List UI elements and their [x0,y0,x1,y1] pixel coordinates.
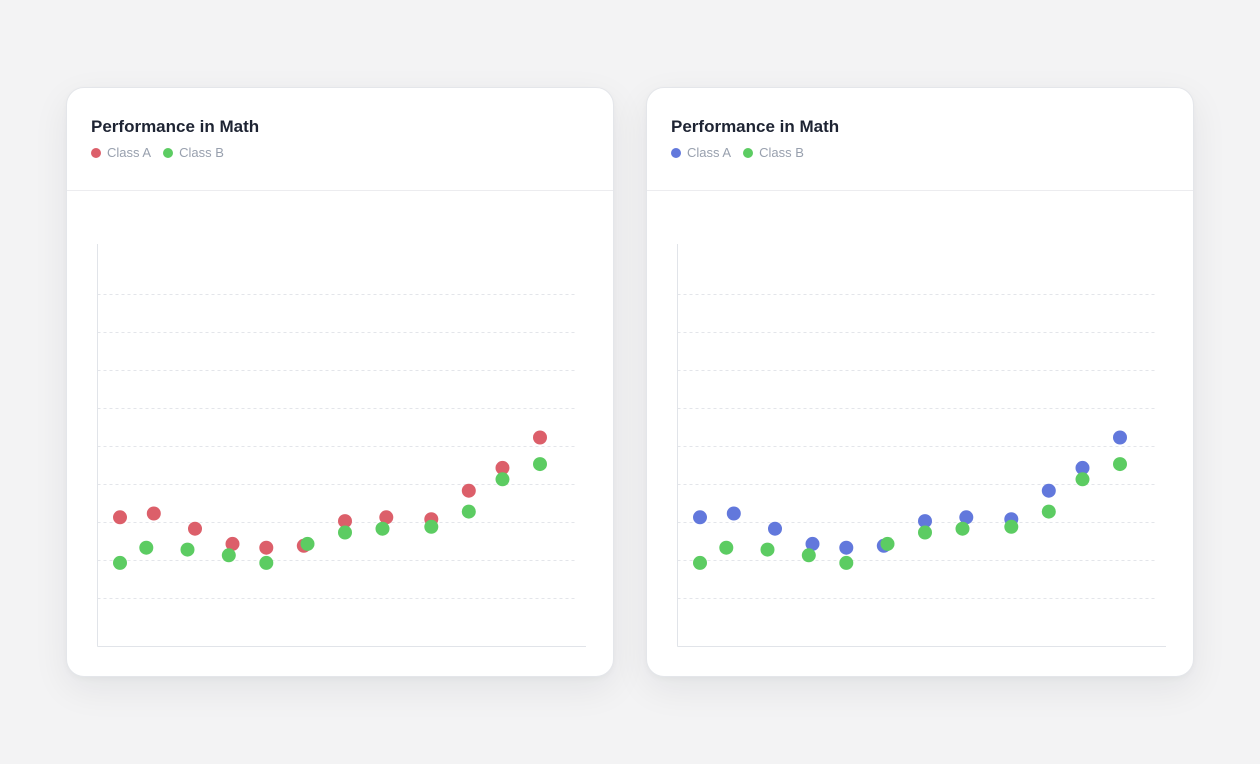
data-point[interactable] [495,460,510,475]
data-point[interactable] [955,521,970,536]
legend-marker-class-b [163,147,174,158]
series-class-a [693,430,1127,555]
data-point[interactable] [533,430,547,445]
legend-marker-class-a [91,147,101,158]
data-point[interactable] [880,536,895,551]
data-point[interactable] [918,514,932,529]
chart-legend: Class A Class B [91,145,224,160]
data-point[interactable] [424,519,439,534]
data-point[interactable] [801,548,816,563]
data-point[interactable] [338,514,352,529]
legend-label-class-a: Class A [687,145,732,160]
data-point[interactable] [221,548,236,563]
data-point[interactable] [146,506,161,521]
data-point[interactable] [113,510,127,525]
legend-label-class-a: Class A [107,145,152,160]
chart-card: Performance in Math Class A Class B [66,87,614,677]
legend-marker-class-a [671,147,681,158]
data-point[interactable] [1113,457,1127,472]
scatter-plot [677,244,1166,647]
chart-title: Performance in Math [91,117,260,136]
chart-title: Performance in Math [671,117,840,136]
data-point[interactable] [495,472,510,487]
card-header: Performance in Math Class A Class B [67,88,613,191]
data-point[interactable] [375,521,390,536]
grid [97,294,576,599]
data-point[interactable] [805,536,820,551]
data-point[interactable] [693,555,707,570]
series-class-a [113,430,547,555]
data-point[interactable] [300,536,315,551]
data-point[interactable] [760,542,775,557]
chart-card: Performance in Math Class A Class B [646,87,1194,677]
grid [677,294,1156,599]
legend-item-class-a[interactable]: Class A [91,145,151,160]
series-class-b [693,457,1127,570]
data-point[interactable] [113,555,127,570]
series-class-b [113,457,547,570]
data-point[interactable] [139,540,154,555]
data-point[interactable] [379,510,394,525]
data-point[interactable] [1075,460,1090,475]
data-point[interactable] [1041,483,1056,498]
legend-item-class-a[interactable]: Class A [671,145,731,160]
data-point[interactable] [259,540,274,555]
chart-legend: Class A Class B [671,145,804,160]
data-point[interactable] [1113,430,1127,445]
card-header: Performance in Math Class A Class B [647,88,1193,191]
data-point[interactable] [719,540,734,555]
data-point[interactable] [461,483,476,498]
data-point[interactable] [533,457,547,472]
data-point[interactable] [1041,504,1056,519]
data-point[interactable] [188,521,202,536]
data-point[interactable] [1075,472,1090,487]
data-point[interactable] [693,510,707,525]
data-point[interactable] [180,542,195,557]
data-point[interactable] [839,540,854,555]
legend-marker-class-b [743,147,754,158]
legend-item-class-b[interactable]: Class B [743,145,804,160]
data-point[interactable] [225,536,240,551]
data-point[interactable] [259,555,274,570]
data-point[interactable] [839,555,854,570]
data-point[interactable] [1004,519,1019,534]
data-point[interactable] [461,504,476,519]
legend-item-class-b[interactable]: Class B [163,145,224,160]
data-point[interactable] [959,510,974,525]
legend-label-class-b: Class B [759,145,804,160]
data-point[interactable] [726,506,741,521]
data-point[interactable] [918,525,932,540]
scatter-plot [97,244,586,647]
data-point[interactable] [338,525,352,540]
legend-label-class-b: Class B [179,145,224,160]
data-point[interactable] [768,521,782,536]
